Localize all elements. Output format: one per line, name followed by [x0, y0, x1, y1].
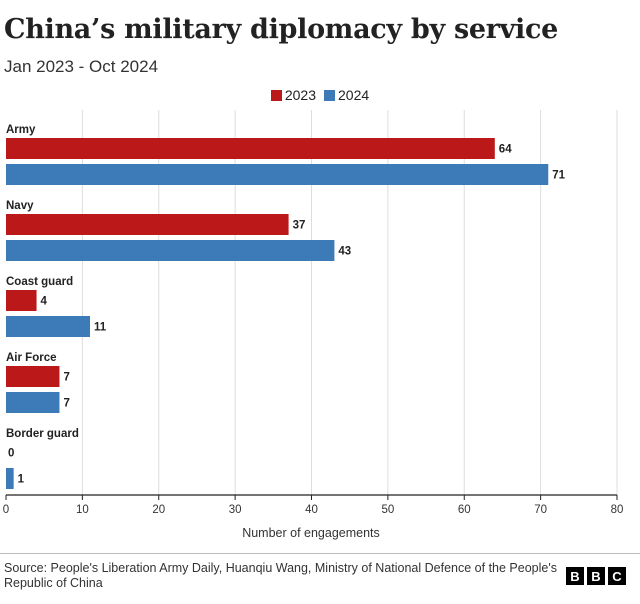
data-label-2024-4: 1 — [18, 474, 25, 486]
legend-item-2024: 2024 — [324, 87, 369, 103]
x-tick-label-40: 40 — [305, 504, 318, 516]
chart-subtitle: Jan 2023 - Oct 2024 — [4, 57, 159, 76]
category-label-1: Navy — [6, 200, 34, 212]
legend-label-2023: 2023 — [284, 87, 316, 103]
logo-letter-b1: B — [566, 567, 584, 585]
legend-swatch-2023 — [270, 89, 282, 101]
legend-item-2023: 2023 — [270, 87, 316, 103]
bar-2024-2 — [6, 316, 91, 337]
bar-2024-0 — [6, 164, 549, 185]
category-label-0: Army — [6, 124, 36, 136]
bar-2024-4 — [6, 468, 14, 489]
legend-label-2024: 2024 — [338, 87, 370, 103]
chart-title: China’s military diplomacy by service — [4, 14, 559, 45]
data-label-2024-3: 7 — [63, 398, 69, 410]
bbc-logo: B B C — [566, 567, 626, 585]
logo-letter-c: C — [608, 567, 626, 585]
data-label-2023-1: 37 — [293, 220, 306, 232]
x-tick-label-0: 0 — [3, 504, 9, 516]
logo-letter-b2: B — [587, 567, 605, 585]
bar-2023-0 — [6, 138, 495, 159]
legend-swatch-2024 — [324, 89, 335, 101]
bar-2024-3 — [6, 392, 60, 413]
data-label-2024-2: 11 — [94, 322, 107, 334]
data-label-2024-0: 71 — [552, 170, 565, 182]
x-tick-label-30: 30 — [229, 504, 242, 516]
legend: 2023 2024 — [0, 87, 640, 103]
data-label-2023-2: 4 — [41, 296, 48, 308]
category-label-2: Coast guard — [6, 276, 73, 288]
x-tick-label-50: 50 — [381, 504, 394, 516]
x-axis-label: Number of engagements — [242, 526, 380, 540]
data-label-2023-4: 0 — [8, 448, 14, 460]
category-label-3: Air Force — [6, 352, 57, 364]
x-tick-label-20: 20 — [152, 504, 165, 516]
bar-2023-2 — [6, 290, 37, 311]
bar-2023-1 — [6, 214, 289, 235]
x-tick-label-70: 70 — [534, 504, 547, 516]
bar-2023-3 — [6, 366, 60, 387]
x-tick-label-60: 60 — [458, 504, 471, 516]
data-label-2023-0: 64 — [499, 144, 512, 156]
data-label-2024-1: 43 — [338, 246, 351, 258]
x-tick-label-10: 10 — [76, 504, 89, 516]
x-tick-label-80: 80 — [611, 504, 624, 516]
data-label-2023-3: 7 — [63, 372, 69, 384]
bar-2024-1 — [6, 240, 335, 261]
category-label-4: Border guard — [6, 428, 79, 440]
source-note: Source: People's Liberation Army Daily, … — [4, 561, 557, 590]
footer-divider — [0, 553, 640, 554]
